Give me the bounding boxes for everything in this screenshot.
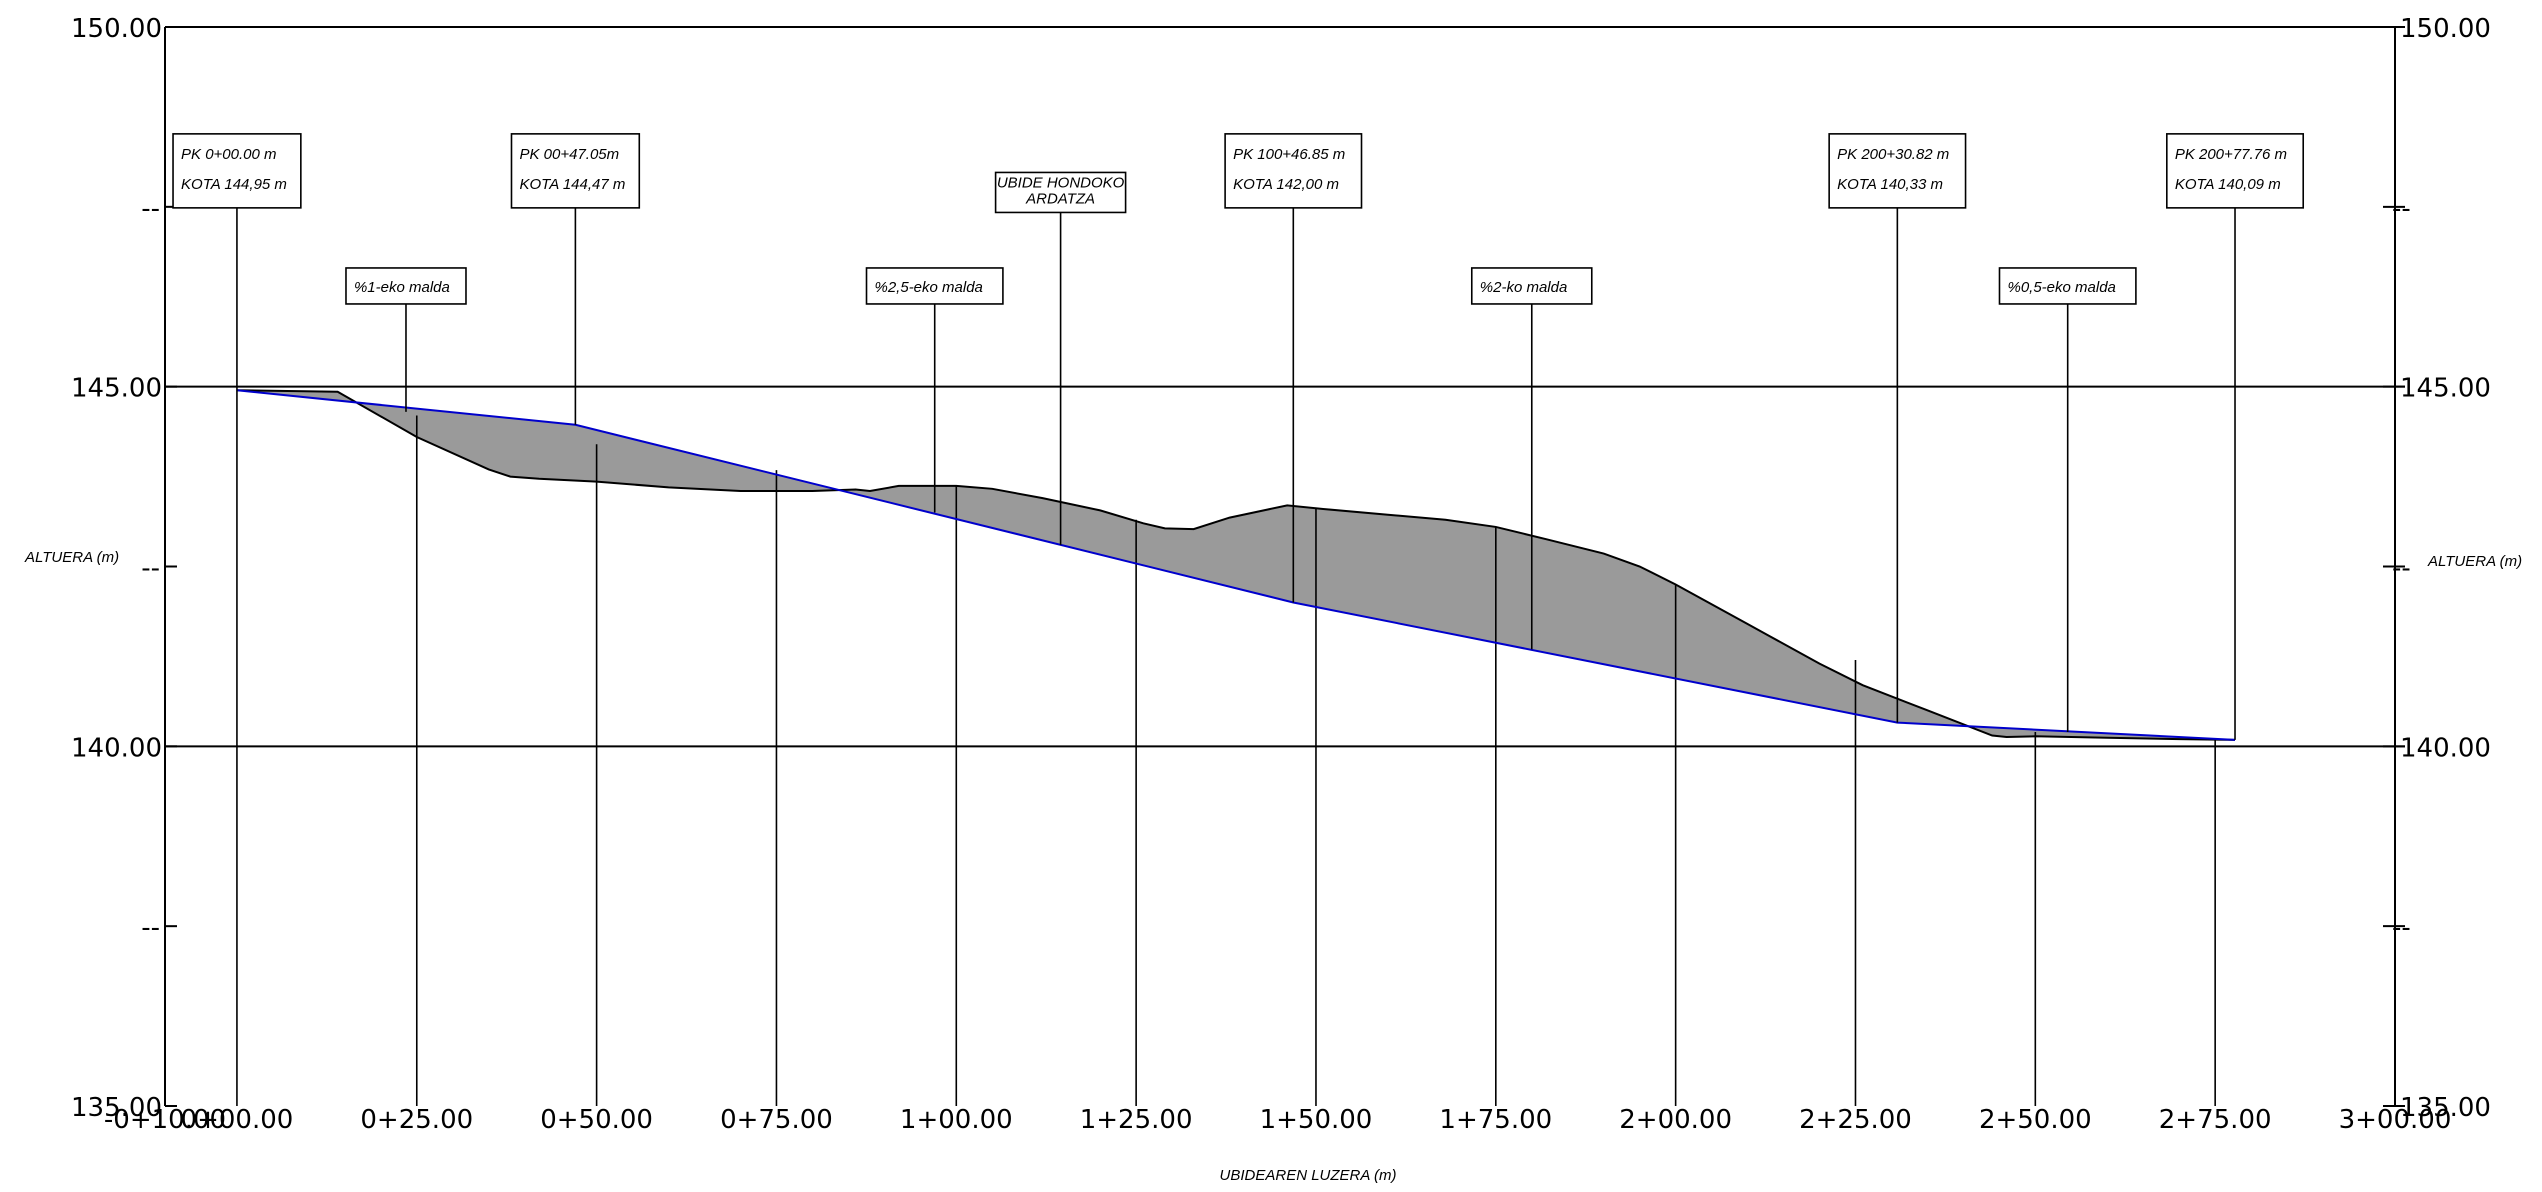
- annotation-label: PK 0+00.00 m: [181, 146, 276, 163]
- x-tick-label: 2+25.00: [1799, 1105, 1912, 1135]
- x-tick-label: 1+75.00: [1439, 1105, 1552, 1135]
- annotation-label: PK 00+47.05m: [519, 146, 619, 163]
- y-tick-label-left: --: [141, 554, 160, 584]
- annotation-label: KOTA 144,47 m: [519, 176, 625, 193]
- y-axis-title-left: ALTUERA (m): [24, 549, 119, 566]
- annotation-box: [345, 267, 467, 305]
- x-tick-label: 2+50.00: [1979, 1105, 2092, 1135]
- annotation-box: [1998, 267, 2137, 305]
- y-tick-label-right: 145.00: [2400, 374, 2491, 404]
- terrain-line: [236, 389, 2236, 741]
- annotation-box: [1224, 133, 1363, 209]
- x-tick-label: 0+50.00: [540, 1105, 653, 1135]
- annotation-box: [994, 171, 1127, 214]
- annotation-label: KOTA 140,33 m: [1837, 176, 1943, 193]
- annotation-box: [172, 133, 302, 209]
- y-tick-label-right: --: [2392, 913, 2411, 943]
- annotation-box: [1470, 267, 1593, 305]
- y-tick-label-right: --: [2392, 194, 2411, 224]
- annotation-label: ARDATZA: [1025, 190, 1095, 207]
- y-tick-label-left: --: [141, 913, 160, 943]
- annotation-label: KOTA 140,09 m: [2175, 176, 2281, 193]
- tick-labels-layer: 150.00 150.00 -- -- 145.00 145.00 -- -- 140.00 14…: [71, 14, 2491, 1135]
- grid-layer: [164, 26, 2405, 1107]
- y-axis-title-right: ALTUERA (m): [2427, 553, 2522, 570]
- y-tick-label-left: 140.00: [71, 733, 162, 763]
- area-layer: [236, 390, 2236, 740]
- annotations-layer: PK 0+00.00 m KOTA 144,95 m PK 00+47.05m KOT…: [172, 133, 2305, 1106]
- annotation-label: KOTA 144,95 m: [181, 176, 287, 193]
- fill-area: [236, 390, 2236, 740]
- y-tick-label-left: 150.00: [71, 14, 162, 44]
- vertical-lines-layer: [415, 415, 2216, 1106]
- annotation-label: UBIDE HONDOKO: [997, 174, 1125, 191]
- y-tick-label-left: 135.00: [71, 1093, 162, 1123]
- y-tick-label-right: 135.00: [2400, 1093, 2491, 1123]
- x-tick-label: 0+00.00: [181, 1105, 294, 1135]
- annotation-label: KOTA 142,00 m: [1233, 176, 1339, 193]
- annotation-label: %2-ko malda: [1480, 279, 1568, 296]
- annotation-box: [510, 133, 641, 209]
- x-tick-label: 0+25.00: [360, 1105, 473, 1135]
- x-tick-label: 0+75.00: [720, 1105, 833, 1135]
- x-tick-label: 1+00.00: [900, 1105, 1013, 1135]
- y-tick-label-right: --: [2392, 554, 2411, 584]
- y-tick-label-right: 150.00: [2400, 14, 2491, 44]
- annotation-box: [1828, 133, 1967, 209]
- x-tick-label: 1+25.00: [1080, 1105, 1193, 1135]
- annotation-label: PK 200+30.82 m: [1837, 146, 1949, 163]
- y-tick-label-left: --: [141, 194, 160, 224]
- annotation-label: %1-eko malda: [354, 279, 450, 296]
- annotation-label: %2,5-eko malda: [875, 279, 983, 296]
- x-tick-label: 2+75.00: [2159, 1105, 2272, 1135]
- x-axis-title: UBIDEAREN LUZERA (m): [1220, 1167, 1397, 1184]
- annotation-label: PK 100+46.85 m: [1233, 146, 1345, 163]
- annotation-box: [2166, 133, 2305, 209]
- annotation-box: [865, 267, 1004, 305]
- x-tick-label: 1+50.00: [1260, 1105, 1373, 1135]
- annotation-label: %0,5-eko malda: [2007, 279, 2115, 296]
- x-tick-label: -0+10.00: [104, 1105, 226, 1135]
- x-tick-label: 3+00.00: [2339, 1105, 2452, 1135]
- annotation-label: PK 200+77.76 m: [2175, 146, 2287, 163]
- y-tick-label-left: 145.00: [71, 374, 162, 404]
- x-tick-label: 2+00.00: [1619, 1105, 1732, 1135]
- y-tick-label-right: 140.00: [2400, 733, 2491, 763]
